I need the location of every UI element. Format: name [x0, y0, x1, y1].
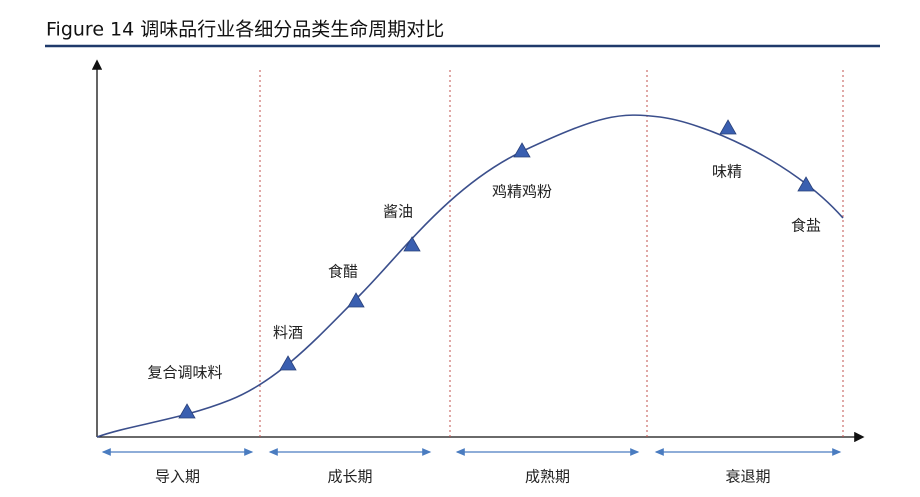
product-label: 鸡精鸡粉 [492, 183, 552, 201]
stage-label: 成长期 [327, 468, 372, 486]
product-marker [178, 403, 196, 419]
product-marker [403, 236, 421, 252]
product-marker [797, 176, 815, 192]
product-marker [347, 292, 365, 308]
lifecycle-curve [96, 114, 844, 438]
product-label: 料酒 [273, 324, 303, 342]
stage-label: 导入期 [155, 468, 200, 486]
product-marker [279, 355, 297, 371]
stage-label: 衰退期 [725, 468, 770, 486]
product-marker [513, 142, 531, 158]
stage-label: 成熟期 [525, 468, 570, 486]
product-label: 食盐 [791, 217, 821, 235]
product-label: 复合调味料 [147, 364, 222, 382]
figure-title: Figure 14 调味品行业各细分品类生命周期对比 [46, 19, 444, 41]
product-label: 食醋 [328, 263, 358, 281]
product-label: 味精 [712, 163, 742, 181]
product-marker [719, 119, 737, 135]
product-label: 酱油 [383, 203, 413, 221]
stage-dividers [259, 70, 844, 437]
